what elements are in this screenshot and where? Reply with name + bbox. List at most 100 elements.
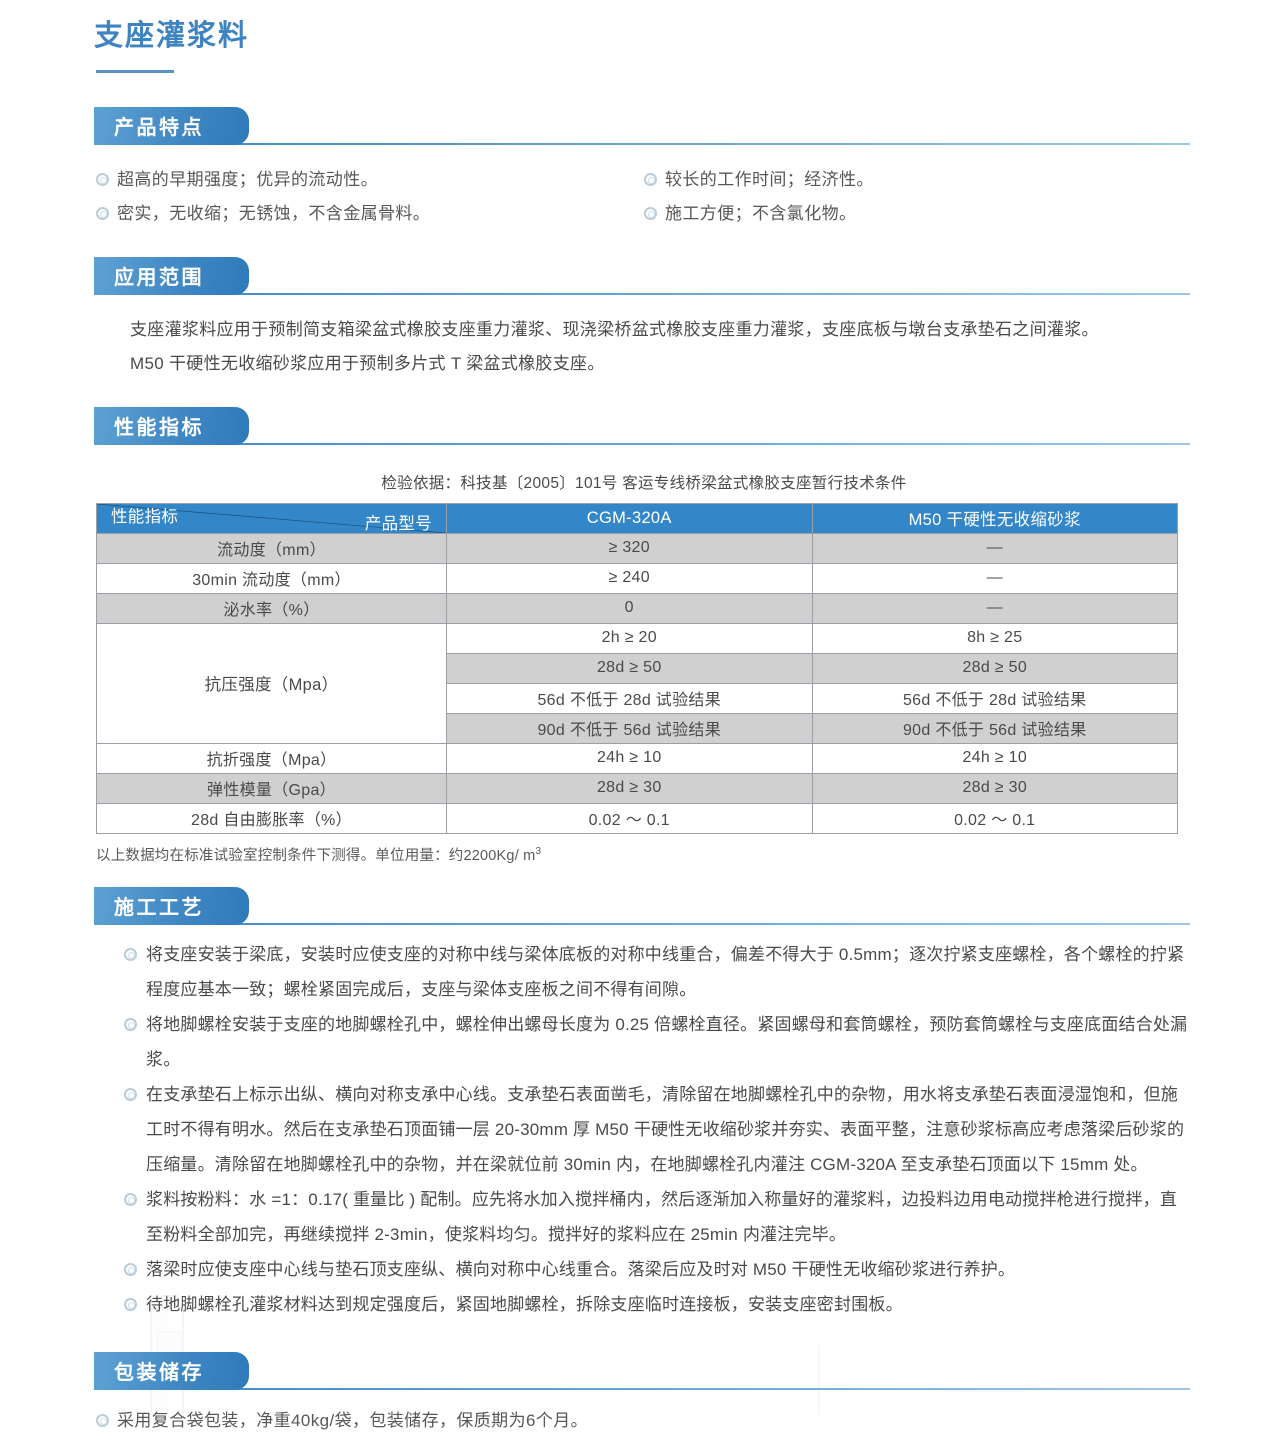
row-value-cgm320a: ≥ 320 (446, 532, 813, 564)
table-row: 抗折强度（Mpa） 24h ≥ 10 24h ≥ 10 (96, 742, 1178, 774)
corner-label-performance-index: 性能指标 (111, 507, 179, 526)
list-item: 采用复合袋包装，净重40kg/袋，包装储存，保质期为6个月。 (96, 1404, 1192, 1438)
bullet-ring-icon (96, 1413, 109, 1427)
section-divider-performance (94, 442, 1190, 445)
table-row: 28d 自由膨胀率（%） 0.02 ～ 0.1 0.02 ～ 0.1 (96, 802, 1178, 834)
list-item-label: 密实，无收缩；无锈蚀，不含金属骨料。 (117, 203, 431, 223)
section-header-process: 施工工艺 (94, 886, 1190, 929)
column-header-cgm320a: CGM-320A (446, 502, 813, 534)
row-value-cgm320a: 90d 不低于 56d 试验结果 (446, 712, 813, 744)
list-item-label: 将支座安装于梁底，安装时应使支座的对称中线与梁体底板的对称中线重合，偏差不得大于… (146, 944, 1185, 999)
section-header-packaging: 包装储存 (94, 1351, 1190, 1394)
list-item-label: 采用复合袋包装，净重40kg/袋，包装储存，保质期为6个月。 (117, 1410, 589, 1430)
list-item: 超高的早期强度；优异的流动性。 (96, 163, 644, 197)
features-column-left: 超高的早期强度；优异的流动性。 密实，无收缩；无锈蚀，不含金属骨料。 (96, 163, 644, 231)
bullet-ring-icon (124, 1297, 137, 1311)
section-performance: 性能指标 检验依据：科技基〔2005〕101号 客运专线桥梁盆式橡胶支座暂行技术… (0, 406, 1280, 865)
row-value-m50: 24h ≥ 10 (811, 742, 1178, 774)
bullet-ring-icon (644, 206, 657, 220)
row-value-m50: 8h ≥ 25 (811, 622, 1178, 654)
list-item-label: 超高的早期强度；优异的流动性。 (117, 169, 378, 189)
table-row: 30min 流动度（mm） ≥ 240 — (96, 562, 1178, 594)
row-value-cgm320a: 2h ≥ 20 (446, 622, 813, 654)
row-value-m50: 0.02 ～ 0.1 (811, 802, 1178, 834)
section-heading-process: 施工工艺 (94, 886, 249, 925)
corner-label-product-model: 产品型号 (364, 514, 432, 533)
performance-table: 产品型号 性能指标 CGM-320A M50 干硬性无收缩砂浆 流动度（mm） … (96, 502, 1178, 834)
list-item: 将支座安装于梁底，安装时应使支座的对称中线与梁体底板的对称中线重合，偏差不得大于… (96, 937, 1194, 1007)
list-item: 浆料按粉料：水 =1：0.17( 重量比 ) 配制。应先将水加入搅拌桶内，然后逐… (96, 1182, 1194, 1252)
table-row: 弹性模量（Gpa） 28d ≥ 30 28d ≥ 30 (96, 772, 1178, 804)
title-underline (96, 69, 174, 73)
section-features: 产品特点 超高的早期强度；优异的流动性。 密实，无收缩；无锈蚀，不含金属骨料。 … (0, 106, 1280, 231)
table-row: 90d 不低于 56d 试验结果 90d 不低于 56d 试验结果 (97, 712, 1178, 744)
bullet-ring-icon (124, 947, 137, 961)
table-row: 28d ≥ 50 28d ≥ 50 (97, 652, 1178, 684)
row-value-m50: — (811, 562, 1178, 594)
row-value-cgm320a: 24h ≥ 10 (446, 742, 813, 774)
inspection-basis: 检验依据：科技基〔2005〕101号 客运专线桥梁盆式橡胶支座暂行技术条件 (381, 474, 907, 492)
page-title: 支座灌浆料 (94, 20, 250, 52)
row-value-m50: — (811, 532, 1178, 564)
section-header-performance: 性能指标 (94, 406, 1190, 449)
features-bullet-grid: 超高的早期强度；优异的流动性。 密实，无收缩；无锈蚀，不含金属骨料。 较长的工作… (96, 163, 1192, 231)
features-column-right: 较长的工作时间；经济性。 施工方便；不含氯化物。 (644, 163, 1192, 231)
applications-paragraph: 支座灌浆料应用于预制简支箱梁盆式橡胶支座重力灌浆、现浇梁桥盆式橡胶支座重力灌浆，… (130, 319, 1099, 339)
section-process: 施工工艺 将支座安装于梁底，安装时应使支座的对称中线与梁体底板的对称中线重合，偏… (0, 886, 1280, 1322)
list-item-label: 施工方便；不含氯化物。 (665, 203, 857, 223)
row-value-cgm320a: 28d ≥ 50 (446, 652, 813, 684)
bullet-ring-icon (96, 172, 109, 186)
table-footnote-exponent: 3 (535, 845, 542, 857)
row-value-m50: 28d ≥ 30 (811, 772, 1178, 804)
bullet-ring-icon (124, 1192, 137, 1206)
section-heading-performance: 性能指标 (94, 406, 249, 445)
section-heading-features: 产品特点 (94, 106, 249, 145)
bullet-ring-icon (644, 172, 657, 186)
bullet-ring-icon (124, 1262, 137, 1276)
packaging-column: 采用复合袋包装，净重40kg/袋，包装储存，保质期为6个月。 (96, 1404, 1192, 1438)
table-row: 56d 不低于 28d 试验结果 56d 不低于 28d 试验结果 (97, 682, 1178, 714)
section-packaging: 包装储存 采用复合袋包装，净重40kg/袋，包装储存，保质期为6个月。 (0, 1351, 1280, 1438)
row-value-cgm320a: 56d 不低于 28d 试验结果 (446, 682, 813, 714)
bullet-ring-icon (124, 1017, 137, 1031)
list-item: 待地脚螺栓孔灌浆材料达到规定强度后，紧固地脚螺栓，拆除支座临时连接板，安装支座密… (96, 1287, 1194, 1322)
row-value-cgm320a: 0.02 ～ 0.1 (446, 802, 813, 834)
table-row: 抗压强度（Mpa） 2h ≥ 20 8h ≥ 25 (96, 622, 1178, 744)
table-header-row: 产品型号 性能指标 CGM-320A M50 干硬性无收缩砂浆 (96, 502, 1178, 534)
bullet-ring-icon (96, 206, 109, 220)
row-value-m50: — (811, 592, 1178, 624)
list-item-label: 浆料按粉料：水 =1：0.17( 重量比 ) 配制。应先将水加入搅拌桶内，然后逐… (146, 1189, 1178, 1244)
list-item-label: 待地脚螺栓孔灌浆材料达到规定强度后，紧固地脚螺栓，拆除支座临时连接板，安装支座密… (146, 1294, 903, 1314)
table-corner-cell: 产品型号 性能指标 (96, 502, 447, 534)
row-label: 流动度（mm） (96, 532, 447, 564)
applications-paragraph: M50 干硬性无收缩砂浆应用于预制多片式 T 梁盆式橡胶支座。 (130, 353, 605, 373)
section-divider-packaging (94, 1387, 1190, 1390)
row-value-cgm320a: ≥ 240 (446, 562, 813, 594)
row-label: 弹性模量（Gpa） (96, 772, 447, 804)
section-divider-features (94, 142, 1190, 145)
bullet-ring-icon (124, 1087, 137, 1101)
diagonal-divider-icon (98, 504, 445, 533)
section-divider-applications (94, 292, 1190, 295)
list-item: 密实，无收缩；无锈蚀，不含金属骨料。 (96, 197, 644, 231)
list-item: 较长的工作时间；经济性。 (644, 163, 1192, 197)
row-label: 抗折强度（Mpa） (96, 742, 447, 774)
column-header-m50: M50 干硬性无收缩砂浆 (811, 502, 1178, 534)
table-footnote-text: 以上数据均在标准试验室控制条件下测得。单位用量：约2200Kg/ m (96, 847, 536, 864)
list-item-label: 在支承垫石上标示出纵、横向对称支承中心线。支承垫石表面凿毛，清除留在地脚螺栓孔中… (146, 1084, 1185, 1174)
table-footnote: 以上数据均在标准试验室控制条件下测得。单位用量：约2200Kg/ m3 (96, 844, 1192, 865)
list-item: 落梁时应使支座中心线与垫石顶支座纵、横向对称中心线重合。落梁后应及时对 M50 … (96, 1252, 1194, 1287)
list-item-label: 落梁时应使支座中心线与垫石顶支座纵、横向对称中心线重合。落梁后应及时对 M50 … (146, 1259, 1016, 1279)
row-value-m50: 28d ≥ 50 (811, 652, 1178, 684)
section-heading-packaging: 包装储存 (94, 1351, 249, 1390)
row-value-m50: 56d 不低于 28d 试验结果 (811, 682, 1178, 714)
row-value-cgm320a: 0 (446, 592, 813, 624)
list-item: 将地脚螺栓安装于支座的地脚螺栓孔中，螺栓伸出螺母长度为 0.25 倍螺栓直径。紧… (96, 1007, 1194, 1077)
list-item-label: 较长的工作时间；经济性。 (665, 169, 874, 189)
table-row: 流动度（mm） ≥ 320 — (96, 532, 1178, 564)
section-header-applications: 应用范围 (94, 256, 1190, 299)
row-label: 28d 自由膨胀率（%） (96, 802, 447, 834)
section-heading-applications: 应用范围 (94, 256, 249, 295)
row-label: 泌水率（%） (96, 592, 447, 624)
